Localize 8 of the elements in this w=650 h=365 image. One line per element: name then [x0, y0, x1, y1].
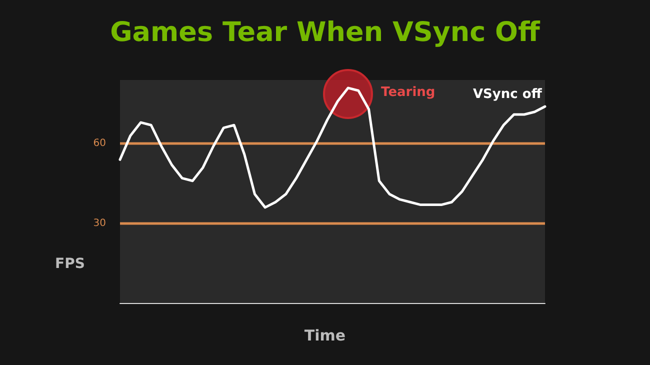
x-axis-title: Time	[304, 326, 346, 344]
y-tick-label: 60	[93, 138, 106, 150]
line-series	[118, 86, 546, 209]
series-label: VSync off	[473, 87, 542, 102]
chart-title: Games Tear When VSync Off	[110, 17, 541, 48]
y-axis-title: FPS	[55, 256, 85, 272]
annotation: Tearing	[381, 84, 436, 100]
y-tick-label: 30	[93, 218, 106, 229]
